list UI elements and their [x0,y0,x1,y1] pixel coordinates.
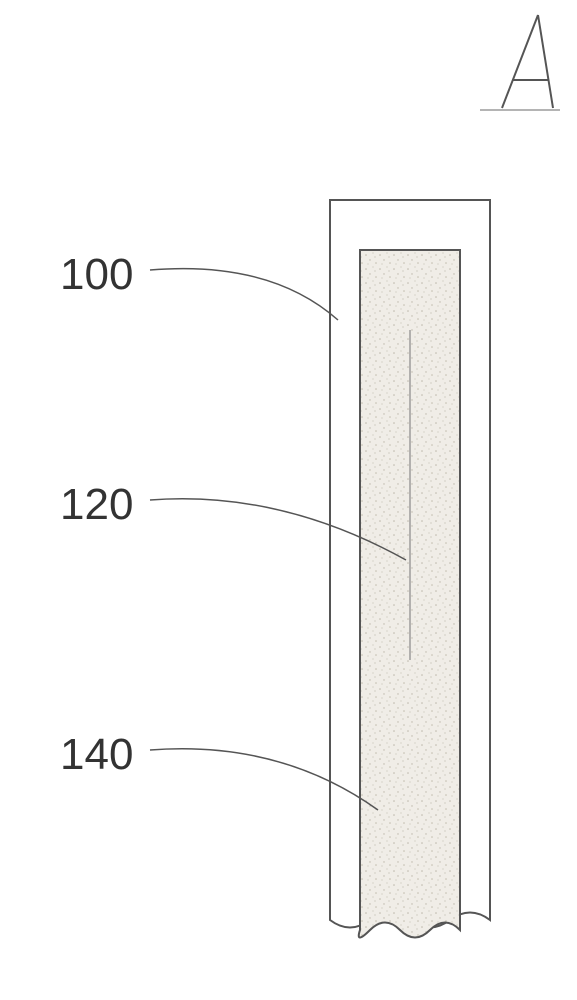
label-120: 120 [60,480,133,530]
leader-100 [150,269,338,320]
inner-column-fill [359,250,460,938]
diagram-canvas: 100 120 140 [0,0,577,1000]
inner-column [359,250,460,938]
label-140: 140 [60,730,133,780]
section-right-leg [538,15,553,108]
section-left-leg [502,15,538,108]
label-100: 100 [60,250,133,300]
section-mark [480,15,560,110]
